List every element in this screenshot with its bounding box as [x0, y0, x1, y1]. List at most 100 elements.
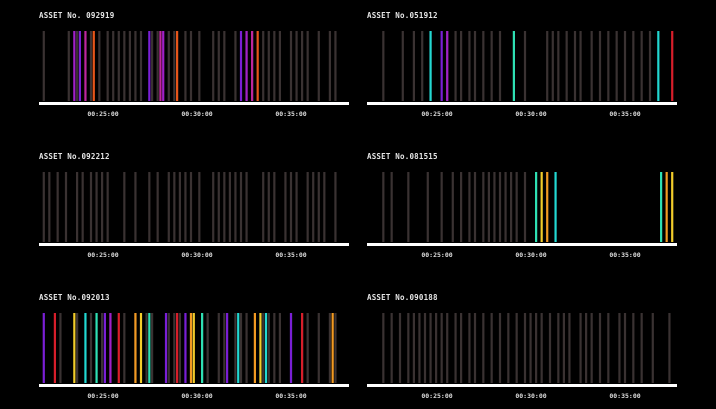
inactive-event-bar: [117, 31, 120, 101]
inactive-event-bar: [490, 313, 493, 383]
inactive-event-bar: [401, 31, 404, 101]
time-tick-label: 00:25:00: [87, 251, 119, 259]
inactive-event-bar: [418, 313, 421, 383]
inactive-event-bar: [98, 31, 101, 101]
active-event-bar: [546, 172, 549, 242]
active-event-bar: [446, 31, 449, 101]
inactive-event-bar: [234, 31, 237, 101]
inactive-event-bar: [412, 31, 415, 101]
inactive-event-bar: [551, 31, 554, 101]
inactive-event-bar: [648, 31, 652, 101]
active-event-bar: [301, 313, 304, 383]
inactive-event-bar: [565, 31, 568, 101]
inactive-event-bar: [382, 172, 385, 242]
asset-panel-081515: ASSET No.081515 00:25:00 00:30:00 00:35:…: [367, 152, 677, 268]
inactive-event-bar: [106, 172, 109, 242]
inactive-event-bar: [184, 172, 187, 242]
time-tick-label: 00:35:00: [275, 392, 307, 400]
active-event-bar: [164, 313, 168, 383]
inactive-event-bar: [651, 313, 654, 383]
inactive-event-bar: [189, 31, 193, 101]
inactive-event-bar: [278, 31, 281, 101]
inactive-event-bar: [145, 313, 148, 383]
active-event-bar: [148, 313, 151, 383]
inactive-event-bar: [148, 172, 151, 242]
inactive-event-bar: [523, 172, 527, 242]
event-timeline: [367, 313, 677, 387]
inactive-event-bar: [407, 172, 410, 242]
inactive-event-bar: [273, 313, 276, 383]
active-event-bar: [660, 172, 663, 242]
inactive-event-bar: [454, 31, 457, 101]
inactive-event-bar: [573, 31, 577, 101]
inactive-event-bar: [334, 31, 337, 101]
inactive-event-bar: [89, 313, 93, 383]
inactive-event-bar: [56, 172, 59, 242]
inactive-event-bar: [267, 172, 270, 242]
inactive-event-bar: [139, 31, 143, 101]
inactive-event-bar: [239, 313, 243, 383]
time-tick-label: 00:30:00: [515, 392, 547, 400]
active-event-bar: [84, 313, 87, 383]
active-event-bar: [192, 313, 195, 383]
inactive-event-bar: [590, 31, 593, 101]
inactive-event-bar: [217, 313, 220, 383]
inactive-event-bar: [473, 313, 477, 383]
active-event-bar: [259, 313, 262, 383]
active-event-bar: [331, 313, 334, 383]
active-event-bar: [117, 313, 120, 383]
inactive-event-bar: [632, 31, 635, 101]
time-tick-label: 00:25:00: [421, 251, 453, 259]
active-event-bar: [184, 313, 187, 383]
inactive-event-bar: [607, 313, 610, 383]
inactive-event-bar: [585, 313, 588, 383]
inactive-event-bar: [460, 31, 463, 101]
inactive-event-bar: [134, 31, 137, 101]
inactive-event-bar: [234, 313, 237, 383]
inactive-event-bar: [407, 313, 410, 383]
timeline-axis-line: [367, 384, 677, 387]
inactive-event-bar: [101, 313, 104, 383]
active-event-bar: [671, 172, 674, 242]
active-event-bar: [95, 313, 98, 383]
inactive-event-bar: [167, 172, 170, 242]
inactive-event-bar: [390, 172, 393, 242]
inactive-event-bar: [156, 31, 159, 101]
inactive-event-bar: [535, 313, 538, 383]
time-tick-label: 00:35:00: [275, 251, 307, 259]
inactive-event-bar: [228, 172, 231, 242]
inactive-event-bar: [173, 31, 176, 101]
inactive-event-bar: [76, 31, 79, 101]
inactive-event-bar: [451, 172, 454, 242]
inactive-event-bar: [382, 31, 385, 101]
inactive-event-bar: [440, 313, 443, 383]
time-tick-label: 00:25:00: [87, 392, 119, 400]
active-event-bar: [253, 313, 256, 383]
inactive-event-bar: [440, 172, 443, 242]
inactive-event-bar: [317, 172, 320, 242]
inactive-event-bar: [504, 172, 507, 242]
inactive-event-bar: [546, 31, 549, 101]
inactive-event-bar: [515, 313, 518, 383]
inactive-event-bar: [273, 172, 276, 242]
timeline-axis-line: [367, 243, 677, 246]
inactive-event-bar: [529, 313, 532, 383]
inactive-event-bar: [245, 172, 248, 242]
inactive-event-bar: [178, 313, 181, 383]
time-tick-label: 00:35:00: [609, 110, 641, 118]
active-event-bar: [92, 31, 95, 101]
inactive-event-bar: [295, 172, 298, 242]
inactive-event-bar: [306, 172, 309, 242]
asset-title: ASSET No.092212: [39, 152, 110, 161]
active-event-bar: [84, 31, 87, 101]
asset-panel-051912: ASSET No.051912 00:25:00 00:30:00 00:35:…: [367, 11, 677, 127]
inactive-event-bar: [42, 31, 45, 101]
inactive-event-bar: [482, 313, 485, 383]
inactive-event-bar: [507, 313, 510, 383]
active-event-bar: [440, 31, 443, 101]
time-tick-label: 00:25:00: [421, 110, 453, 118]
inactive-event-bar: [289, 172, 293, 242]
inactive-event-bar: [590, 313, 593, 383]
active-event-bar: [42, 313, 45, 383]
inactive-event-bar: [64, 172, 68, 242]
